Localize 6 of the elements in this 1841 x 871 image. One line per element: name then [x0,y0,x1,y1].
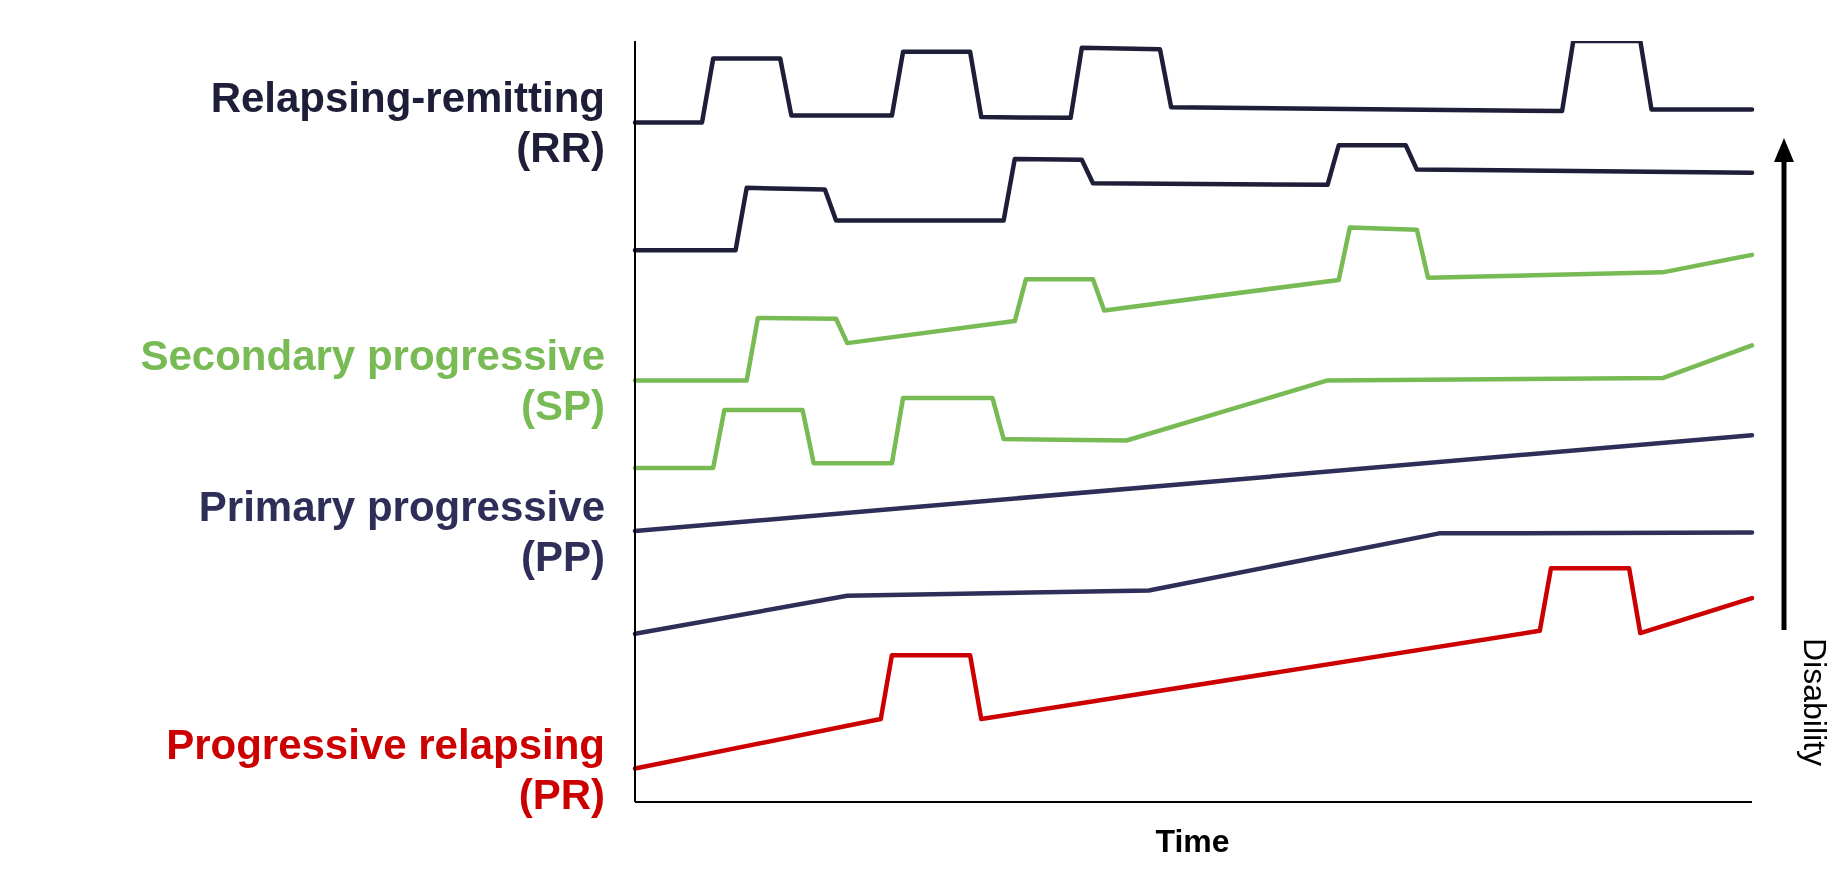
x-axis-title: Time [1154,823,1231,860]
series-label: Relapsing-remitting (RR) [209,72,605,173]
series-label: Progressive relapsing (PR) [165,720,605,821]
series-label: Primary progressive (PP) [197,482,605,583]
y-axis-title: Disability [1796,638,1833,767]
series-label: Secondary progressive (SP) [139,331,605,432]
